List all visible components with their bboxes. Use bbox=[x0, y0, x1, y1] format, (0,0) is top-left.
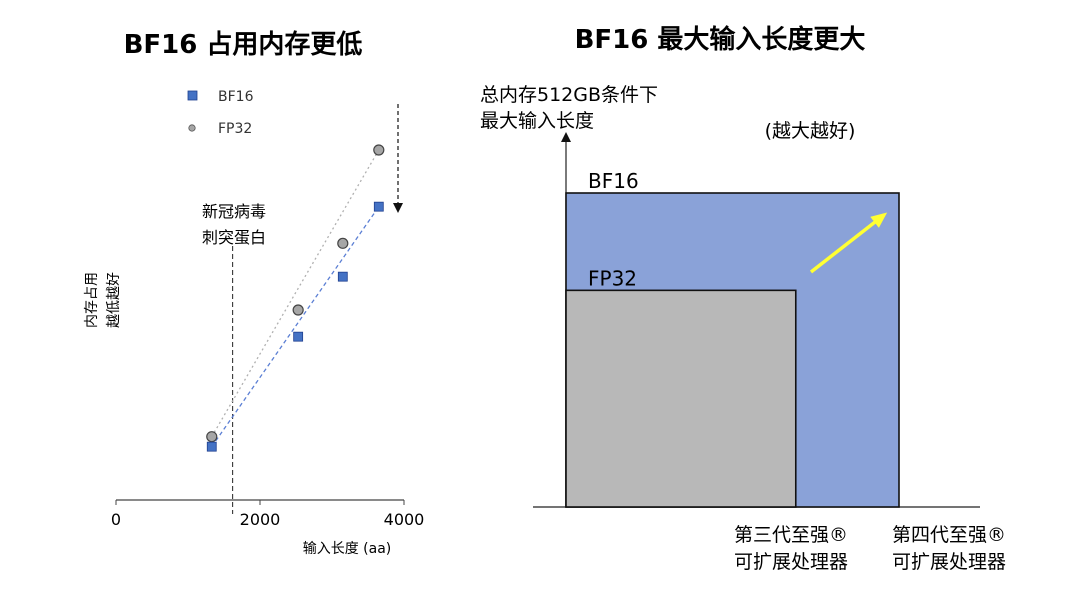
right-y-label-line1: 总内存512GB条件下 bbox=[480, 84, 658, 106]
point-fp32 bbox=[337, 237, 349, 249]
left-annotation-line1: 新冠病毒 bbox=[202, 202, 266, 221]
left-legend: BF16 FP32 bbox=[187, 89, 254, 137]
left-plot-area bbox=[206, 144, 385, 452]
legend-bf16-marker bbox=[187, 90, 198, 101]
point-bf16 bbox=[206, 441, 217, 452]
left-chart-title: BF16 占用内存更低 bbox=[124, 30, 363, 60]
left-x-tick-label: 4000 bbox=[384, 510, 425, 529]
left-y-label-line2: 越低越好 bbox=[106, 272, 122, 328]
legend-bf16-label: BF16 bbox=[218, 89, 254, 105]
right-chart: BF16 最大输入长度更大 总内存512GB条件下 最大输入长度 (越大越好) … bbox=[480, 24, 1006, 573]
left-annotation-line2: 刺突蛋白 bbox=[202, 228, 266, 247]
area-label-bf16: BF16 bbox=[588, 169, 639, 193]
point-bf16 bbox=[373, 201, 384, 212]
category-3rd-gen-line1: 第三代至强® bbox=[734, 524, 848, 546]
growth-arrow bbox=[809, 212, 888, 274]
area-fp32 bbox=[565, 289, 797, 508]
category-3rd-gen-line2: 可扩展处理器 bbox=[734, 551, 848, 573]
left-x-tick-label: 0 bbox=[111, 510, 121, 529]
category-4th-gen-line2: 可扩展处理器 bbox=[892, 551, 1006, 573]
point-fp32 bbox=[206, 431, 218, 443]
legend-fp32-marker bbox=[188, 124, 196, 132]
point-fp32 bbox=[292, 304, 304, 316]
left-x-tick-label: 2000 bbox=[240, 510, 281, 529]
category-4th-gen-line1: 第四代至强® bbox=[892, 524, 1006, 546]
left-y-label: 内存占用 越低越好 bbox=[84, 272, 122, 328]
right-annotation: (越大越好) bbox=[765, 120, 856, 142]
trend-line-fp32 bbox=[211, 149, 380, 437]
point-fp32 bbox=[373, 144, 385, 156]
point-bf16 bbox=[337, 271, 348, 282]
right-y-label-line2: 最大输入长度 bbox=[480, 110, 594, 132]
left-chart: BF16 占用内存更低 BF16 FP32 内存占用 越低越好 新冠病毒 刺突蛋… bbox=[84, 30, 424, 557]
area-label-fp32: FP32 bbox=[588, 266, 637, 290]
right-chart-title: BF16 最大输入长度更大 bbox=[575, 24, 866, 55]
point-bf16 bbox=[293, 331, 304, 342]
left-x-label: 输入长度 (aa) bbox=[303, 541, 392, 557]
legend-fp32-label: FP32 bbox=[218, 121, 252, 137]
left-y-label-line1: 内存占用 bbox=[84, 272, 100, 328]
right-plot-area: BF16 FP32 bbox=[565, 169, 900, 508]
left-x-ticks: 0 2000 4000 bbox=[111, 500, 424, 529]
